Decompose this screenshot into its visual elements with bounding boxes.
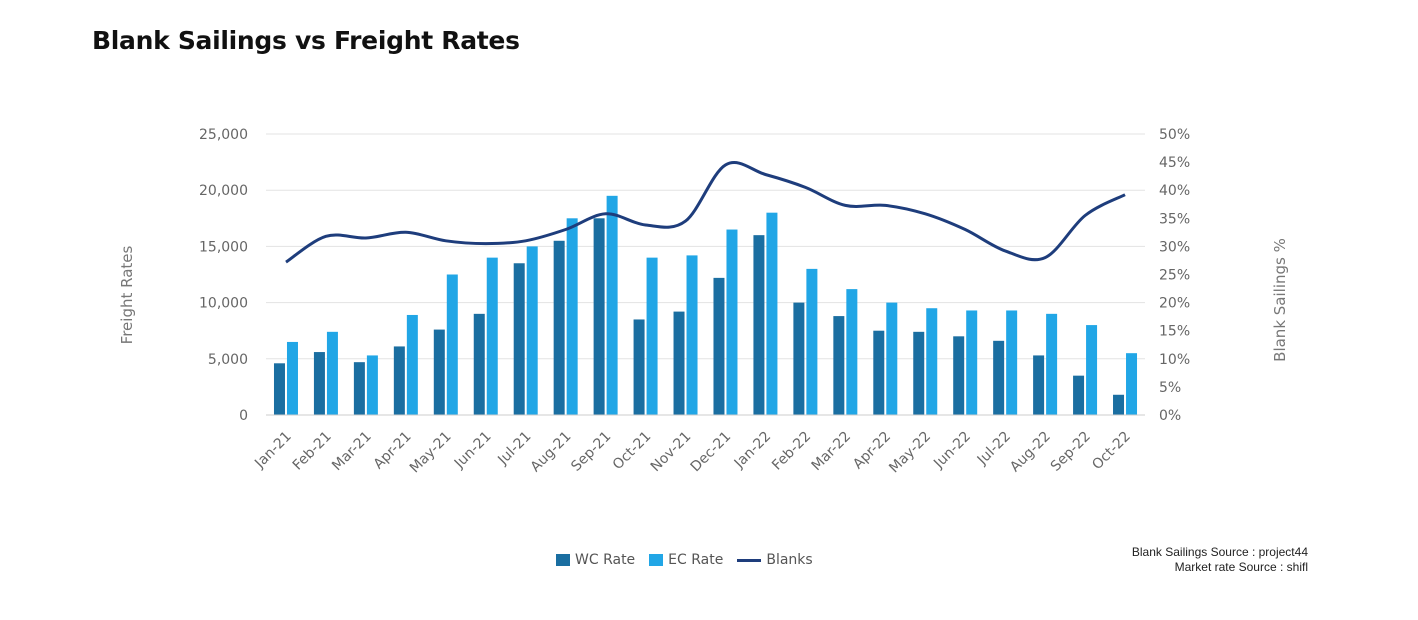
legend-item-wc-rate: WC Rate [556, 552, 635, 568]
bar-wc-rate [1073, 375, 1085, 415]
y2-tick-label: 25% [1159, 268, 1190, 284]
y2-tick-label: 45% [1159, 155, 1190, 171]
bar-ec-rate [846, 289, 858, 415]
bar-ec-rate [446, 274, 458, 415]
y2-tick-label: 35% [1159, 211, 1190, 227]
legend-label-wc-rate: WC Rate [575, 552, 636, 568]
bar-wc-rate [593, 218, 605, 415]
bar-ec-rate [286, 341, 298, 415]
bar-ec-rate [406, 314, 418, 415]
bar-wc-rate [1033, 355, 1045, 415]
y2-tick-label: 30% [1159, 239, 1190, 255]
bar-ec-rate [526, 246, 538, 415]
y2-tick-label: 15% [1159, 324, 1190, 340]
legend-label-ec-rate: EC Rate [668, 552, 724, 568]
legend-item-blanks: Blanks [737, 552, 813, 568]
x-tick-label: Oct-21 [610, 429, 655, 474]
bar-ec-rate [366, 355, 378, 415]
x-tick-label: Aug-22 [1007, 429, 1054, 476]
bar-ec-rate [566, 218, 578, 415]
bar-ec-rate [766, 212, 778, 415]
y2-tick-label: 10% [1159, 352, 1190, 368]
legend-swatch-ec-rate [649, 554, 664, 566]
x-tick-label: Mar-21 [329, 429, 375, 475]
y2-tick-label: 50% [1159, 127, 1190, 143]
x-tick-label: Jan-21 [251, 429, 294, 472]
bar-wc-rate [913, 331, 925, 415]
y2-tick-label: 20% [1159, 296, 1190, 312]
bar-ec-rate [926, 308, 938, 415]
y-tick-label: 15,000 [199, 239, 248, 255]
x-tick-label: Sep-22 [1048, 429, 1094, 475]
x-tick-label: Sep-21 [568, 429, 614, 475]
bar-wc-rate [353, 362, 365, 415]
bar-ec-rate [1046, 313, 1058, 415]
x-tick-label: Jun-22 [930, 429, 974, 473]
bar-ec-rate [486, 257, 498, 415]
bar-ec-rate [1086, 325, 1098, 415]
bar-wc-rate [1113, 394, 1125, 415]
x-tick-label: Feb-21 [290, 429, 335, 474]
y2-tick-label: 5% [1159, 380, 1181, 396]
bar-wc-rate [473, 313, 485, 415]
bar-wc-rate [273, 363, 285, 415]
y-axis-title: Freight Rates [118, 245, 136, 344]
bar-wc-rate [713, 277, 725, 415]
bar-wc-rate [993, 340, 1005, 415]
x-tick-label: Nov-21 [648, 429, 695, 476]
legend-swatch-blanks [737, 558, 762, 562]
y-tick-label: 0 [239, 408, 248, 424]
y2-tick-label: 40% [1159, 183, 1190, 199]
bar-wc-rate [873, 330, 885, 415]
bar-wc-rate [553, 240, 565, 415]
bar-wc-rate [753, 235, 765, 415]
x-tick-label: Feb-22 [769, 429, 814, 474]
bar-ec-rate [1006, 310, 1018, 415]
bar-ec-rate [606, 195, 618, 415]
bars [273, 195, 1138, 415]
legend-label-blanks: Blanks [766, 552, 813, 568]
bar-wc-rate [633, 319, 645, 415]
y-tick-label: 20,000 [199, 183, 248, 199]
source-market-rate: Market rate Source : shifl [1174, 560, 1308, 574]
legend: WC Rate EC Rate Blanks [556, 552, 813, 568]
bar-wc-rate [313, 352, 325, 415]
bar-wc-rate [953, 336, 965, 415]
chart-title: Blank Sailings vs Freight Rates [92, 26, 520, 55]
bar-wc-rate [673, 311, 685, 415]
bar-ec-rate [966, 310, 978, 415]
sources-note: Blank Sailings Source : project44 Market… [1132, 545, 1308, 575]
x-tick-label: Jan-22 [731, 429, 774, 472]
x-tick-label: May-22 [886, 429, 934, 477]
bar-wc-rate [833, 316, 845, 415]
bar-wc-rate [793, 302, 805, 415]
bar-ec-rate [806, 268, 818, 415]
bar-ec-rate [886, 302, 898, 415]
bar-wc-rate [513, 263, 525, 415]
y-tick-label: 25,000 [199, 127, 248, 143]
x-tick-label: May-21 [407, 429, 455, 477]
blanks-line [285, 161, 1126, 264]
y2-tick-label: 0% [1159, 408, 1181, 424]
x-tick-label: Dec-21 [688, 429, 735, 476]
bar-wc-rate [433, 329, 445, 415]
x-tick-label: Oct-22 [1089, 429, 1134, 474]
bar-wc-rate [393, 346, 405, 415]
y-tick-label: 5,000 [208, 352, 248, 368]
x-tick-label: Aug-21 [528, 429, 575, 476]
bar-ec-rate [726, 229, 738, 415]
bar-ec-rate [1126, 353, 1138, 415]
source-blank-sailings: Blank Sailings Source : project44 [1131, 545, 1308, 559]
bar-ec-rate [646, 257, 658, 415]
legend-swatch-wc-rate [556, 554, 570, 566]
bar-ec-rate [326, 331, 338, 415]
x-tick-label: Jun-21 [451, 429, 495, 473]
bar-ec-rate [686, 255, 698, 415]
x-tick-label: Mar-22 [809, 429, 855, 475]
y-tick-label: 10,000 [199, 296, 248, 312]
line-blanks [285, 161, 1126, 264]
y2-axis-title: Blank Sailings % [1271, 238, 1289, 362]
legend-item-ec-rate: EC Rate [649, 552, 723, 568]
